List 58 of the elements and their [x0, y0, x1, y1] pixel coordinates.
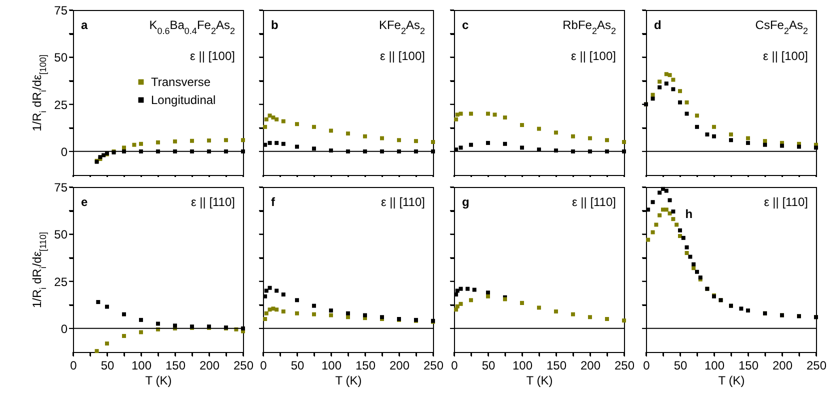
x-tick-label: 0	[70, 358, 78, 372]
x-tick-label: 100	[321, 358, 342, 372]
y-tick-label: 25	[54, 274, 68, 289]
x-tick-label: 250	[614, 358, 635, 372]
x-tick-label: 0	[260, 358, 268, 372]
x-axis-title: T (K)	[335, 374, 362, 388]
x-tick-label: 200	[389, 358, 410, 372]
x-tick-label: 200	[199, 358, 220, 372]
annotation: ε || [100]	[763, 49, 808, 63]
annotation: b	[271, 18, 278, 32]
x-tick-label: 250	[806, 358, 827, 372]
y-tick-label: 50	[54, 228, 68, 242]
annotation: ε || [110]	[572, 195, 616, 209]
x-tick-label: 150	[165, 358, 186, 372]
x-tick-label: 250	[233, 358, 254, 372]
annotation: h	[685, 207, 693, 221]
x-tick-label: 50	[482, 358, 496, 372]
annotation: c	[462, 18, 469, 32]
x-tick-label: 150	[546, 358, 567, 372]
x-tick-label: 200	[772, 358, 793, 372]
x-tick-label: 100	[704, 358, 725, 372]
x-tick-label: 250	[423, 358, 444, 372]
annotation: a	[81, 18, 88, 32]
x-tick-label: 0	[451, 358, 458, 372]
x-tick-label: 50	[100, 358, 114, 372]
y-tick-label: 0	[60, 144, 68, 159]
x-axis-title: T (K)	[145, 374, 172, 388]
x-tick-label: 200	[580, 358, 601, 372]
annotation: f	[271, 195, 276, 209]
y-tick-label: 0	[60, 322, 68, 336]
x-tick-label: 100	[131, 358, 152, 372]
y-tick-label: 75	[54, 180, 68, 194]
legend-label: Transverse	[151, 75, 211, 89]
annotation: ε || [100]	[190, 49, 235, 63]
x-tick-label: 150	[355, 358, 376, 372]
x-tick-label: 0	[643, 358, 650, 372]
x-tick-label: 50	[674, 358, 688, 372]
x-axis-title: T (K)	[526, 374, 553, 388]
y-tick-label: 25	[54, 98, 68, 112]
annotation: RbFe$_{2}$As$_{2}$	[562, 18, 616, 36]
x-tick-label: 100	[512, 358, 533, 372]
x-tick-label: 150	[738, 358, 759, 372]
annotation: ε || [110]	[764, 195, 808, 209]
y-tick-label: 50	[54, 50, 68, 65]
annotation: ε || [110]	[380, 195, 425, 209]
x-axis-title: T (K)	[718, 374, 745, 388]
legend-label: Longitudinal	[151, 93, 216, 107]
x-tick-label: 50	[290, 358, 304, 372]
annotation: ε || [110]	[190, 195, 235, 209]
y-tick-label: 75	[54, 4, 68, 18]
annotation: ε || [100]	[571, 49, 616, 63]
annotation: d	[654, 18, 662, 32]
annotation: CsFe$_{2}$As$_{2}$	[755, 18, 808, 36]
annotation: e	[81, 195, 88, 209]
annotation: KFe$_{2}$As$_{2}$	[378, 18, 425, 36]
annotation: K$_{0.6}$Ba$_{0.4}$Fe$_{2}$As$_{2}$	[149, 18, 235, 36]
annotation: g	[462, 195, 470, 209]
annotation: ε || [100]	[380, 49, 425, 63]
